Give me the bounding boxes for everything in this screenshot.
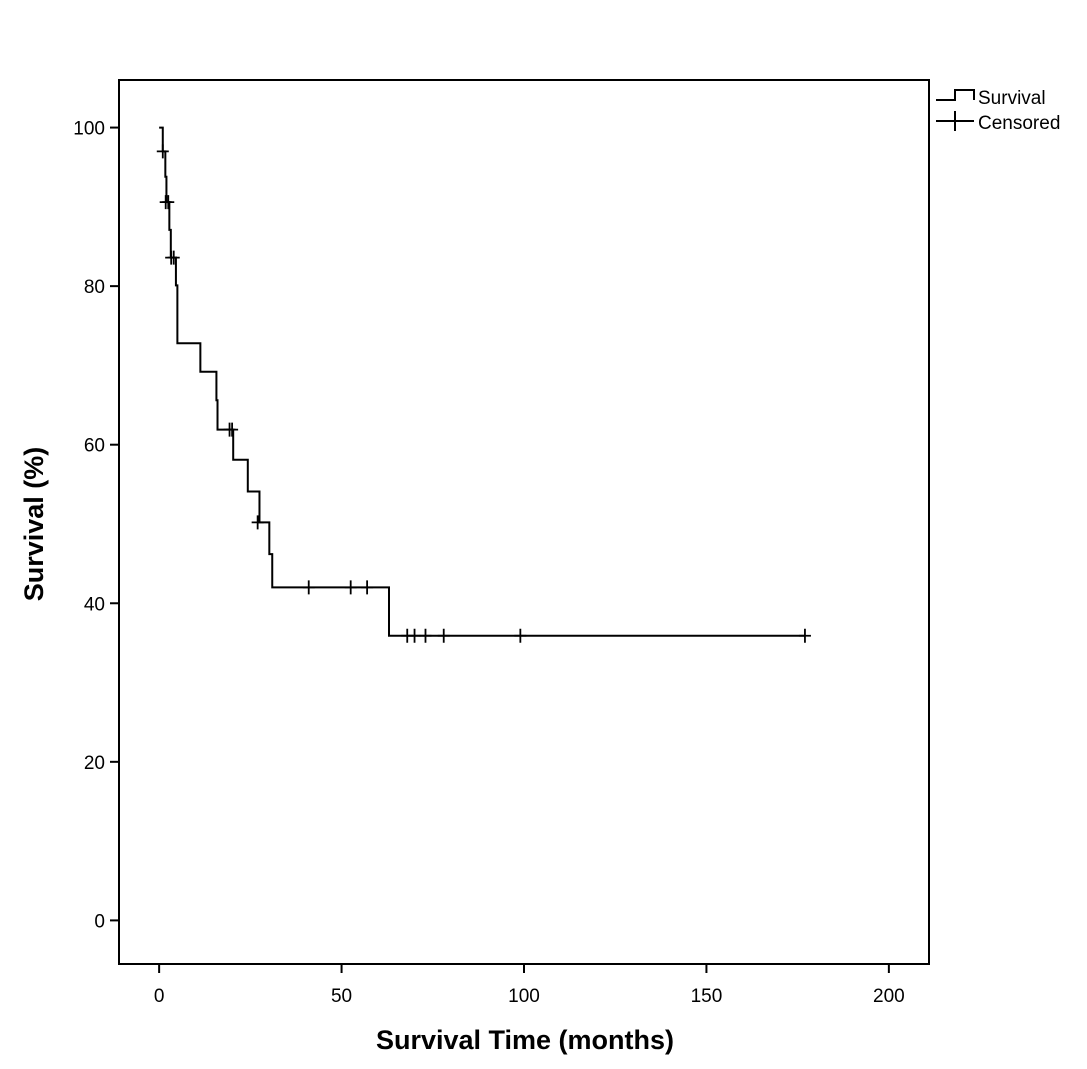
x-tick-label: 150 bbox=[691, 986, 723, 1007]
censored-mark bbox=[167, 250, 180, 265]
x-tick-label: 200 bbox=[873, 986, 905, 1007]
censored-mark bbox=[251, 515, 264, 530]
x-axis: 0 50 100 150 200 bbox=[154, 964, 905, 1007]
censored-marks bbox=[156, 144, 811, 643]
censored-mark bbox=[344, 580, 357, 595]
legend-survival-label: Survival bbox=[978, 88, 1046, 109]
x-axis-title: Survival Time (months) bbox=[376, 1025, 674, 1055]
censored-mark bbox=[514, 628, 527, 643]
x-tick-label: 100 bbox=[508, 986, 540, 1007]
y-tick-label: 40 bbox=[84, 594, 105, 615]
censored-mark bbox=[419, 628, 432, 643]
censored-mark bbox=[302, 580, 315, 595]
legend-survival-symbol bbox=[936, 89, 975, 101]
y-axis-title: Survival (%) bbox=[19, 447, 49, 602]
legend: Survival Censored bbox=[936, 88, 1060, 134]
y-tick-label: 20 bbox=[84, 753, 105, 774]
censored-mark bbox=[437, 628, 450, 643]
censored-mark bbox=[226, 422, 239, 437]
plot-frame bbox=[118, 79, 930, 965]
survival-curve bbox=[159, 126, 805, 637]
censored-mark bbox=[408, 628, 421, 643]
x-tick-label: 0 bbox=[154, 986, 165, 1007]
legend-censored-symbol bbox=[936, 111, 974, 131]
censored-mark bbox=[798, 628, 811, 643]
censored-mark bbox=[361, 580, 374, 595]
y-tick-label: 0 bbox=[94, 911, 105, 932]
censored-mark bbox=[162, 195, 175, 210]
y-tick-label: 60 bbox=[84, 436, 105, 457]
legend-censored-label: Censored bbox=[978, 113, 1060, 134]
x-tick-label: 50 bbox=[331, 986, 352, 1007]
y-tick-label: 80 bbox=[84, 277, 105, 298]
y-axis: 0 20 40 60 80 100 bbox=[73, 119, 119, 932]
censored-mark bbox=[156, 144, 169, 159]
y-tick-label: 100 bbox=[73, 119, 105, 140]
